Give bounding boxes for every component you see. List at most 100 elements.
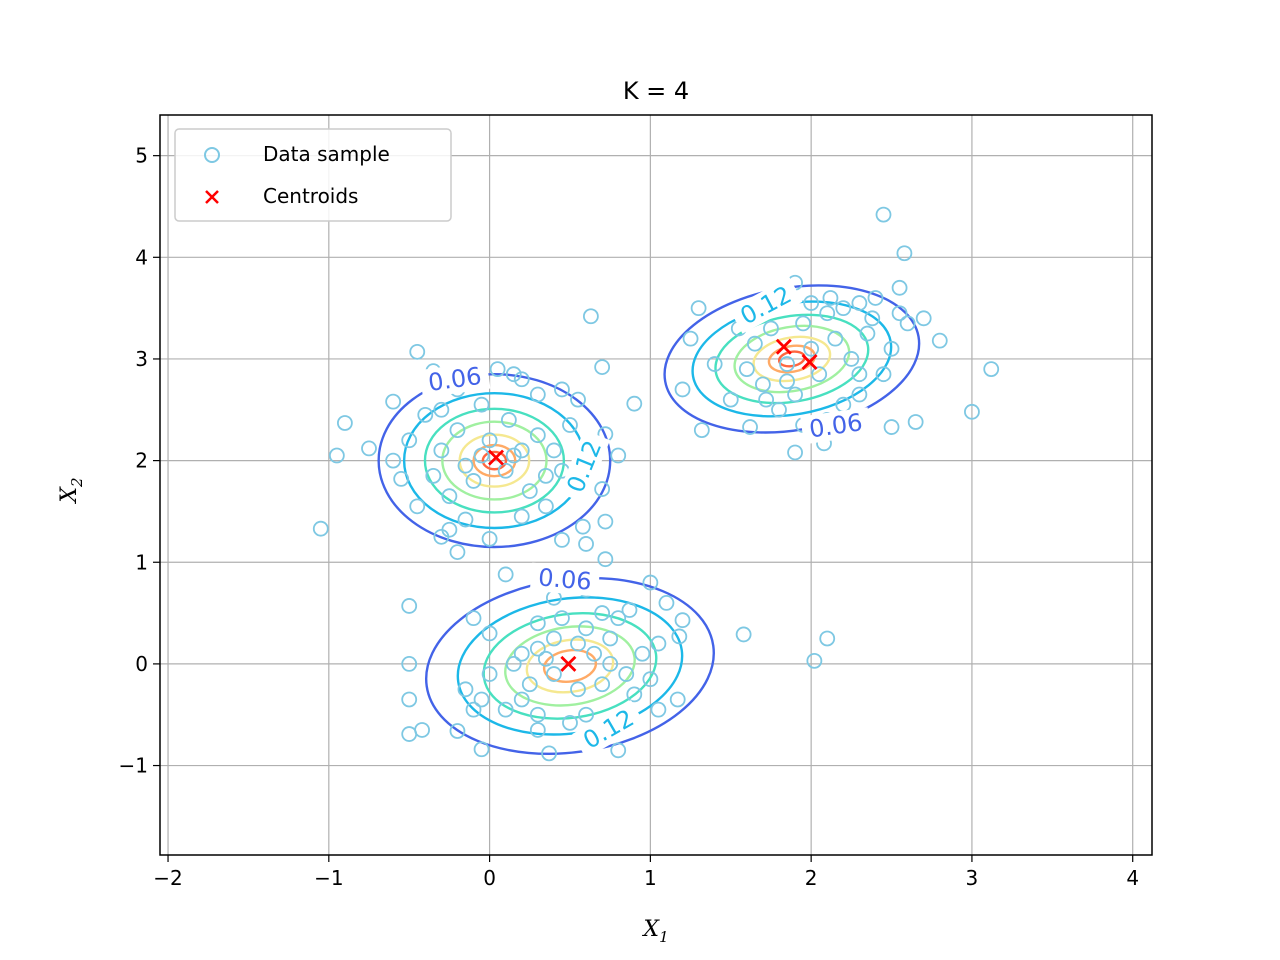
contour-level-line bbox=[377, 373, 612, 549]
data-point bbox=[843, 351, 860, 367]
centroid-marker bbox=[488, 449, 505, 466]
contour-level-line bbox=[525, 638, 615, 694]
data-point bbox=[473, 447, 490, 464]
data-point bbox=[497, 566, 514, 583]
x-tick-label: 1 bbox=[644, 866, 657, 890]
data-point bbox=[851, 295, 868, 311]
data-point bbox=[822, 290, 839, 306]
data-point bbox=[964, 403, 980, 420]
data-point bbox=[875, 206, 892, 223]
data-point bbox=[473, 396, 490, 413]
data-point bbox=[409, 498, 426, 515]
data-point bbox=[481, 666, 498, 682]
plot-area bbox=[160, 115, 1152, 855]
data-point bbox=[618, 666, 635, 682]
data-point bbox=[602, 630, 619, 647]
data-point bbox=[513, 442, 530, 459]
data-point bbox=[457, 511, 474, 528]
data-point bbox=[473, 741, 490, 758]
data-point bbox=[891, 279, 908, 296]
data-point bbox=[658, 595, 675, 611]
data-point bbox=[513, 645, 530, 662]
data-point bbox=[907, 414, 924, 430]
data-point bbox=[597, 551, 614, 568]
data-point bbox=[529, 706, 546, 723]
data-point bbox=[513, 691, 530, 708]
data-point bbox=[505, 366, 522, 383]
centroid-marker bbox=[801, 354, 818, 370]
data-point bbox=[742, 419, 758, 435]
data-point bbox=[529, 722, 546, 738]
data-point bbox=[597, 513, 614, 530]
data-point bbox=[851, 366, 868, 383]
data-point bbox=[401, 598, 418, 614]
centroid-marker bbox=[560, 655, 577, 672]
data-point bbox=[465, 473, 482, 489]
data-point bbox=[771, 401, 787, 418]
data-point bbox=[336, 415, 353, 431]
data-point bbox=[803, 295, 820, 311]
y-axis-label-subscript: 2 bbox=[68, 477, 86, 488]
x-tick-label: 4 bbox=[1126, 866, 1139, 890]
data-point bbox=[529, 427, 546, 444]
data-point bbox=[449, 544, 466, 560]
data-point bbox=[682, 330, 699, 347]
contour-label-gap bbox=[529, 562, 601, 597]
data-point bbox=[401, 656, 418, 672]
data-point bbox=[529, 615, 546, 632]
data-point bbox=[674, 381, 691, 398]
data-point bbox=[541, 745, 557, 762]
data-point bbox=[414, 722, 430, 738]
data-point bbox=[610, 447, 627, 464]
data-point bbox=[465, 701, 482, 718]
data-point bbox=[546, 442, 562, 459]
data-point bbox=[505, 447, 522, 464]
data-point bbox=[758, 391, 775, 408]
x-tick-label: −1 bbox=[314, 866, 343, 890]
data-point bbox=[931, 332, 948, 349]
data-point bbox=[562, 417, 578, 433]
data-point bbox=[574, 518, 591, 535]
data-point bbox=[578, 536, 594, 552]
data-point bbox=[883, 419, 900, 435]
data-point bbox=[521, 676, 538, 693]
data-point bbox=[915, 310, 932, 327]
contour-labels: 0.060.120.060.120.060.12 bbox=[419, 277, 872, 759]
data-point bbox=[859, 325, 876, 342]
data-point bbox=[546, 666, 562, 682]
data-point bbox=[746, 335, 763, 352]
data-point bbox=[610, 610, 627, 627]
data-point bbox=[554, 610, 570, 627]
data-point bbox=[529, 386, 546, 403]
data-point bbox=[409, 343, 426, 360]
data-point bbox=[674, 612, 691, 629]
data-point bbox=[401, 432, 418, 449]
data-point bbox=[642, 671, 659, 688]
data-point bbox=[449, 422, 466, 439]
y-tick-label: −1 bbox=[119, 754, 148, 778]
legend-data-marker bbox=[204, 147, 220, 163]
contour-level-line bbox=[504, 625, 636, 707]
data-point bbox=[779, 373, 795, 390]
data-point bbox=[621, 602, 638, 618]
data-point bbox=[513, 371, 530, 388]
data-point bbox=[393, 471, 410, 487]
data-point bbox=[819, 305, 836, 322]
x-tick-label: 3 bbox=[966, 866, 979, 890]
data-point bbox=[481, 530, 498, 547]
data-point bbox=[690, 300, 707, 317]
data-point bbox=[457, 681, 474, 698]
contour-level-line bbox=[481, 450, 508, 471]
data-point bbox=[562, 714, 578, 731]
contour-level-line bbox=[733, 324, 851, 394]
data-point bbox=[401, 691, 418, 708]
data-point bbox=[505, 656, 522, 672]
data-point bbox=[983, 361, 1000, 378]
legend-label-centroids: Centroids bbox=[263, 184, 358, 208]
data-point bbox=[626, 395, 643, 412]
data-point bbox=[441, 521, 458, 538]
contour-label-gap bbox=[558, 429, 611, 504]
data-point bbox=[481, 432, 498, 449]
chart-title: K = 4 bbox=[623, 77, 689, 105]
legend-label-data: Data sample bbox=[263, 142, 390, 166]
